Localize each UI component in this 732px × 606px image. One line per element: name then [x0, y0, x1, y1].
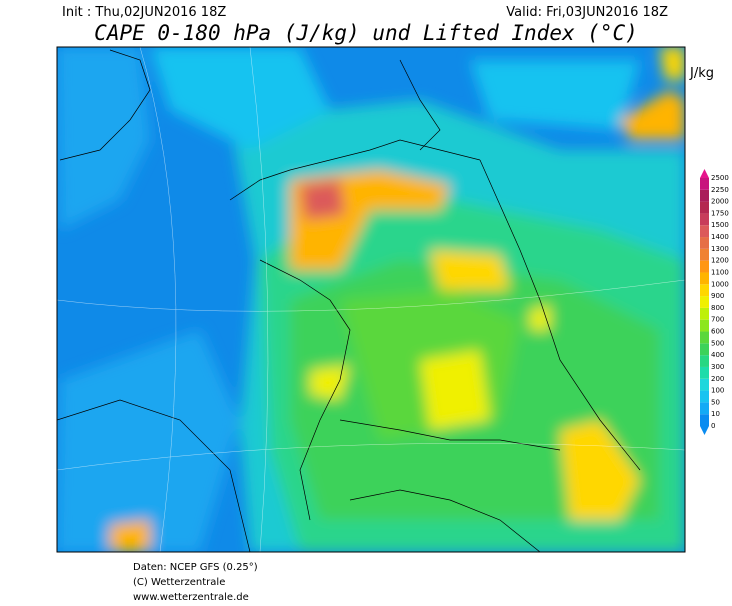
colorbar-band: [700, 237, 709, 249]
colorbar-label: 2250: [711, 186, 729, 194]
colorbar-band: [700, 414, 709, 426]
colorbar-band: [700, 378, 709, 391]
colorbar-label: 800: [711, 304, 724, 312]
colorbar-label: 600: [711, 328, 724, 336]
title: CAPE 0-180 hPa (J/kg) und Lifted Index (…: [94, 21, 638, 45]
colorbar-label: 10: [711, 410, 720, 418]
colorbar-band: [700, 248, 709, 261]
footer-line: www.wetterzentrale.de: [133, 592, 249, 603]
colorbar-band: [700, 201, 709, 214]
colorbar-label: 100: [711, 387, 724, 395]
colorbar-end: [700, 426, 709, 435]
colorbar-label: 400: [711, 351, 724, 359]
colorbar-band: [700, 307, 709, 320]
colorbar-band: [700, 225, 709, 238]
valid-time: Valid: Fri,03JUN2016 18Z: [506, 5, 668, 20]
colorbar-band: [700, 355, 709, 367]
colorbar-label: 700: [711, 316, 724, 324]
colorbar-band: [700, 260, 709, 273]
map: [57, 47, 685, 552]
colorbar-band: [700, 331, 709, 344]
colorbar-label: 50: [711, 398, 720, 406]
colorbar-label: 900: [711, 292, 724, 300]
colorbar-band: [700, 189, 709, 202]
colorbar-label: 0: [711, 422, 715, 430]
colorbar-label: 1750: [711, 209, 729, 217]
colorbar-label: 1000: [711, 280, 729, 288]
colorbar: 0 10 50 100 200 300 400 500 600 700 800 900 1000 1100…: [700, 169, 729, 435]
colorbar-label: 1200: [711, 257, 729, 265]
colorbar-label: 200: [711, 375, 724, 383]
colorbar-label: 2500: [711, 174, 729, 182]
colorbar-band: [700, 366, 709, 379]
colorbar-band: [700, 296, 709, 308]
colorbar-band: [700, 213, 709, 226]
colorbar-end: [700, 169, 709, 178]
map-frame: [56, 46, 686, 553]
init-time: Init : Thu,02JUN2016 18Z: [62, 5, 226, 20]
colorbar-label: 2000: [711, 198, 729, 206]
colorbar-band: [700, 390, 709, 403]
colorbar-label: 1100: [711, 268, 729, 276]
colorbar-label: 1400: [711, 233, 729, 241]
colorbar-band: [700, 272, 709, 285]
colorbar-label: 500: [711, 339, 724, 347]
colorbar-band: [700, 284, 709, 297]
colorbar-band: [700, 178, 709, 190]
colorbar-band: [700, 319, 709, 332]
colorbar-label: 1500: [711, 221, 729, 229]
footer-line: Daten: NCEP GFS (0.25°): [133, 562, 258, 573]
colorbar-label: 300: [711, 363, 724, 371]
colorbar-band: [700, 343, 709, 356]
colorbar-band: [700, 402, 709, 415]
footer-line: (C) Wetterzentrale: [133, 577, 225, 588]
colorbar-label: 1300: [711, 245, 729, 253]
colorbar-unit: J/kg: [689, 66, 714, 81]
